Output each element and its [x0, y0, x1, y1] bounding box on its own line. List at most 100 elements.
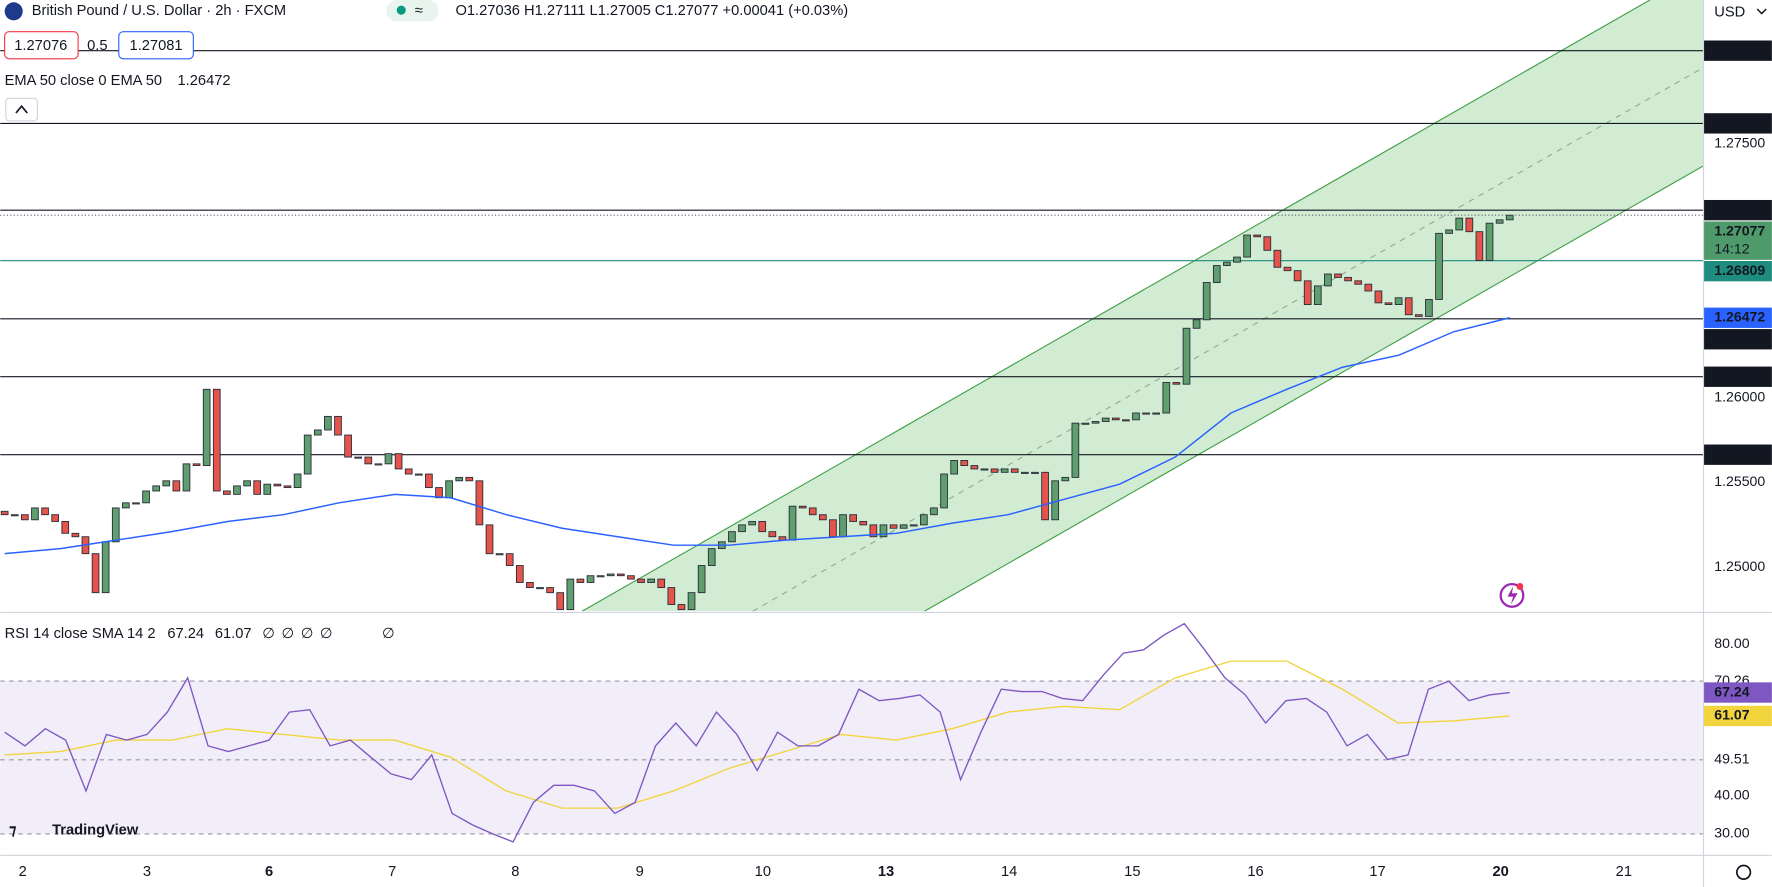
- candle: [172, 480, 181, 492]
- candle: [839, 514, 847, 538]
- currency[interactable]: USD: [1714, 4, 1745, 20]
- candle: [505, 553, 514, 566]
- candle: [1243, 234, 1251, 258]
- countdown: 14:12: [1714, 240, 1749, 256]
- rsi-tick-label: 80.00: [1714, 635, 1749, 651]
- candle: [404, 468, 413, 475]
- spread: 0.5: [87, 38, 107, 54]
- candle: [1475, 231, 1484, 261]
- candle: [0, 510, 9, 516]
- price-tick-label: 1.26000: [1714, 388, 1765, 404]
- candle: [1122, 419, 1130, 422]
- candle: [667, 587, 676, 605]
- candle: [1505, 214, 1514, 221]
- alert-icon[interactable]: [1499, 583, 1525, 608]
- date-label: 13: [878, 864, 894, 880]
- candle: [273, 483, 282, 487]
- status-dot: [396, 5, 406, 15]
- candle: [586, 575, 595, 583]
- date-label: 16: [1247, 864, 1263, 880]
- price-label: 1.26466: [1714, 330, 1765, 346]
- candle: [1384, 302, 1393, 305]
- channel-fill: [582, 0, 1703, 612]
- candle: [10, 514, 19, 517]
- candle: [445, 480, 453, 499]
- rsi-tick-label: 49.51: [1714, 751, 1749, 767]
- candle: [1091, 421, 1100, 424]
- candle: [1313, 285, 1322, 305]
- candle: [899, 524, 908, 529]
- date-label: 2: [19, 864, 27, 880]
- market-status[interactable]: [386, 0, 439, 22]
- candle: [1334, 273, 1342, 278]
- price-tick-label: 1.27500: [1714, 134, 1765, 150]
- candle: [707, 548, 716, 566]
- candle: [1435, 232, 1443, 300]
- date-label: 9: [636, 864, 644, 880]
- candle: [122, 502, 130, 509]
- candle: [798, 505, 807, 509]
- ema-legend-value: 1.26472: [178, 73, 231, 89]
- currency-dropdown[interactable]: [1756, 8, 1767, 15]
- candle: [1273, 249, 1282, 268]
- candle: [1000, 468, 1009, 473]
- candle: [303, 434, 312, 475]
- rsi-line: [4, 622, 1510, 843]
- buy-button[interactable]: [118, 31, 194, 60]
- candle: [728, 531, 736, 543]
- candle: [111, 507, 120, 543]
- candle: [980, 468, 989, 471]
- candle: [990, 468, 999, 473]
- candle: [596, 575, 605, 578]
- candle: [202, 388, 211, 466]
- rsi-tick-label: 30.00: [1714, 825, 1749, 841]
- candle: [51, 514, 59, 522]
- rsi-label-box: [1704, 682, 1772, 703]
- collapse-button[interactable]: [5, 97, 38, 122]
- candle: [1010, 468, 1019, 473]
- price-label-box: [1704, 113, 1772, 134]
- price-label: 1.25664: [1714, 445, 1765, 461]
- collapse-icon: [15, 104, 28, 114]
- candle: [1071, 422, 1080, 478]
- candle: [536, 587, 544, 590]
- candle: [1162, 382, 1171, 414]
- candle: [324, 415, 332, 431]
- candle: [1061, 476, 1070, 482]
- candle: [738, 524, 746, 533]
- candle: [425, 473, 433, 489]
- price-label: 1.28048: [1714, 41, 1765, 57]
- candle: [616, 573, 625, 577]
- date-label: 17: [1369, 864, 1385, 880]
- candle: [1283, 266, 1292, 272]
- date-label: 8: [511, 864, 519, 880]
- candle: [243, 480, 251, 487]
- price-label-box: [1704, 260, 1772, 282]
- sell-button[interactable]: [4, 31, 79, 60]
- candle: [1051, 480, 1060, 521]
- candle: [1414, 314, 1423, 317]
- candle: [1081, 422, 1090, 425]
- rsi-tick-label: 40.00: [1714, 787, 1749, 803]
- candle: [313, 429, 322, 436]
- candle: [21, 514, 29, 521]
- rsi-label: 67.24: [1714, 683, 1749, 699]
- candle: [748, 521, 756, 526]
- price-tick-label: 1.25000: [1714, 558, 1765, 574]
- rsi-legend-extra: ∅: [320, 626, 333, 642]
- candle: [1354, 280, 1363, 285]
- candle: [384, 453, 393, 465]
- candle: [819, 514, 827, 521]
- candle: [465, 476, 474, 482]
- ema-legend: EMA 50 close 0 EMA 50: [5, 73, 162, 89]
- settings-icon[interactable]: [1735, 864, 1752, 880]
- candle: [879, 524, 888, 538]
- rsi-sma-line: [4, 660, 1510, 809]
- candle: [485, 524, 494, 555]
- candle: [263, 483, 272, 495]
- candle: [920, 514, 928, 526]
- candle: [31, 507, 39, 521]
- candle: [1374, 290, 1383, 304]
- candle: [1041, 471, 1049, 521]
- candle: [940, 473, 948, 509]
